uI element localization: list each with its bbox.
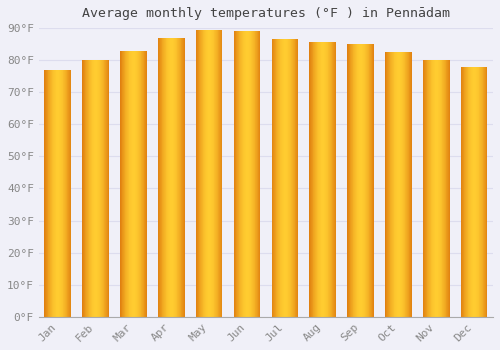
Title: Average monthly temperatures (°F ) in Pennādam: Average monthly temperatures (°F ) in Pe… (82, 7, 450, 20)
